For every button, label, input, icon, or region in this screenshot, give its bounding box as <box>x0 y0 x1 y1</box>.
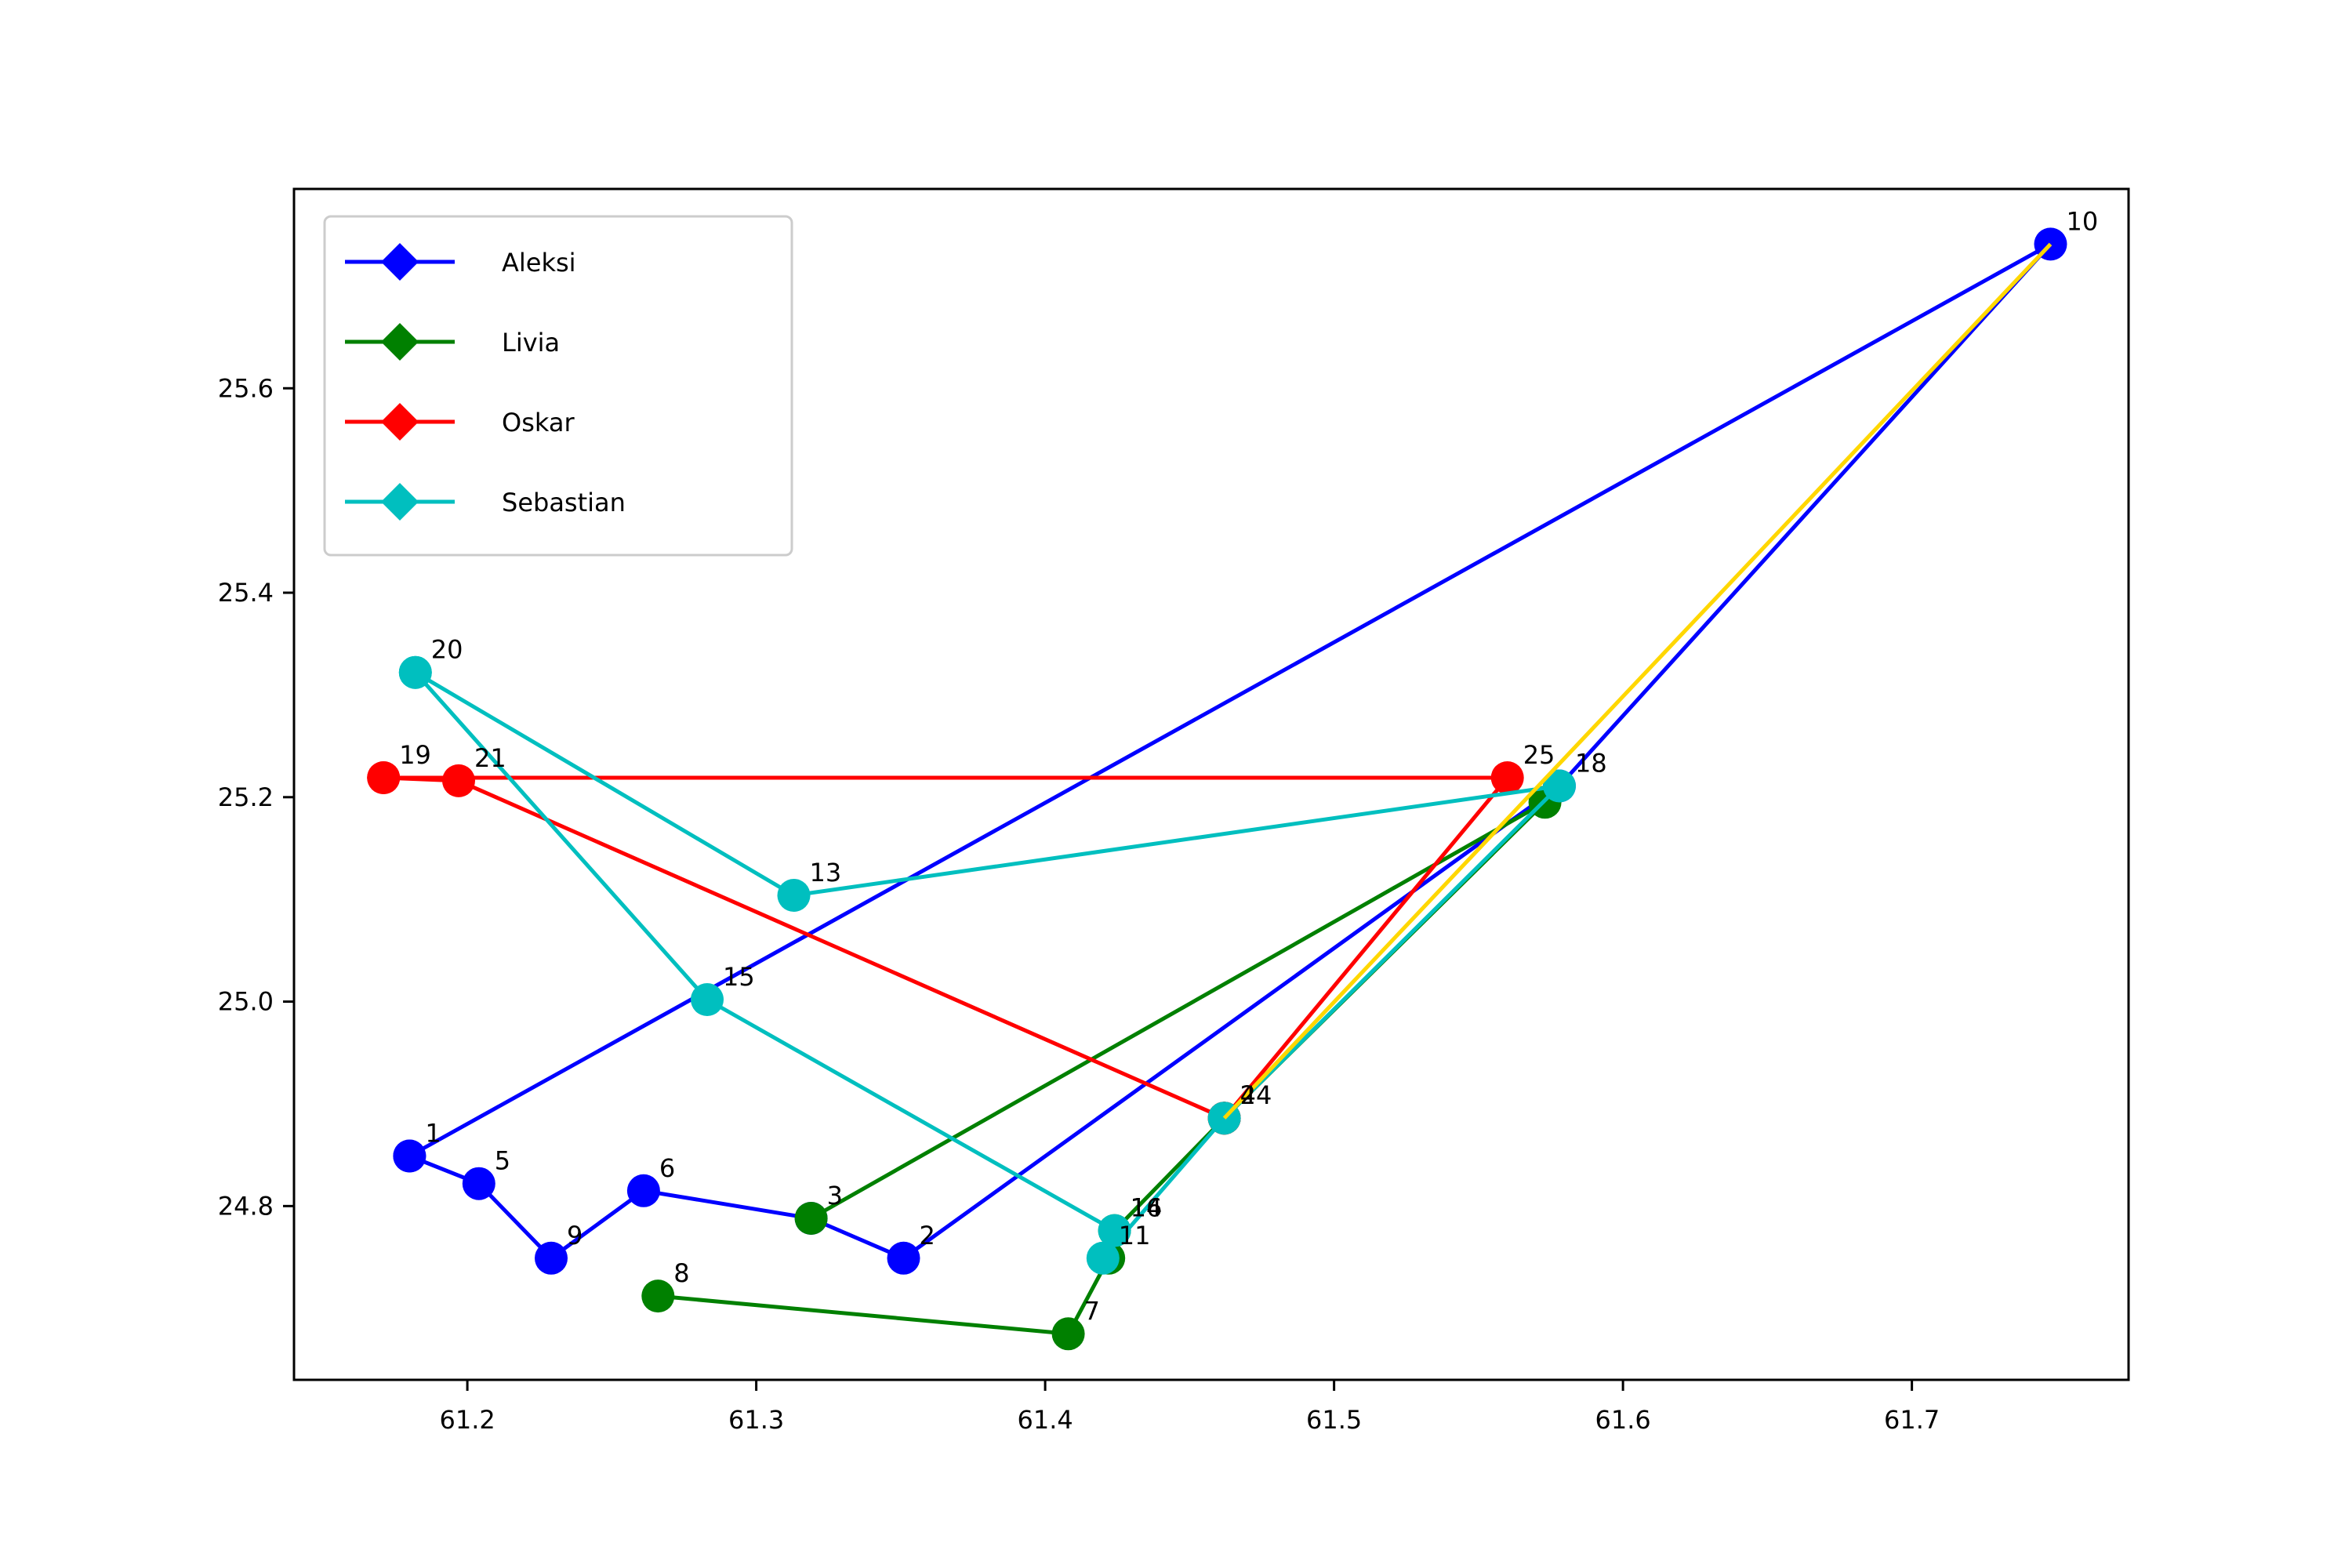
legend-diamond-marker <box>381 483 419 521</box>
point-label: 24 <box>1240 1080 1272 1110</box>
data-point <box>626 1174 660 1207</box>
x-tick-label: 61.6 <box>1595 1405 1650 1435</box>
data-point <box>393 1139 426 1173</box>
data-point <box>641 1279 675 1313</box>
point-label: 9 <box>567 1221 583 1250</box>
point-label: 6 <box>659 1153 675 1183</box>
x-tick-label: 61.4 <box>1017 1405 1073 1435</box>
data-point <box>887 1241 920 1275</box>
y-tick-label: 24.8 <box>218 1191 274 1221</box>
y-tick-label: 25.2 <box>218 782 274 812</box>
data-point <box>535 1241 568 1275</box>
x-tick-label: 61.5 <box>1306 1405 1362 1435</box>
data-point <box>794 1202 828 1235</box>
point-label: 11 <box>1119 1221 1151 1250</box>
legend-diamond-marker <box>381 243 419 281</box>
series-layer <box>367 227 2067 1351</box>
legend-entry-oskar: Oskar <box>345 403 575 441</box>
data-point <box>1490 761 1524 794</box>
point-label: 15 <box>723 962 755 992</box>
legend: Aleksi Livia Oskar Sebastian <box>323 215 793 557</box>
data-point <box>777 879 811 912</box>
point-label: 5 <box>495 1146 510 1176</box>
legend-entry-aleksi: Aleksi <box>345 243 576 281</box>
y-tick-label: 25.4 <box>218 578 274 608</box>
data-point <box>691 983 724 1016</box>
point-label: 18 <box>1575 749 1607 779</box>
legend-label: Aleksi <box>502 248 576 278</box>
point-label: 14 <box>1131 1193 1163 1223</box>
point-label: 2 <box>920 1221 935 1250</box>
data-point <box>1543 769 1576 803</box>
y-tick-label: 25.0 <box>218 987 274 1017</box>
y-tick-label: 25.6 <box>218 373 274 403</box>
x-tick-label: 61.2 <box>439 1405 495 1435</box>
point-label: 21 <box>474 743 506 773</box>
plot-frame <box>292 187 2130 1381</box>
data-point <box>367 761 401 794</box>
legend-label: Livia <box>502 328 560 358</box>
x-tick-label: 61.7 <box>1884 1405 1940 1435</box>
point-label: 13 <box>810 858 842 887</box>
point-label: 19 <box>399 740 431 770</box>
point-label: 3 <box>827 1181 843 1210</box>
data-point <box>1086 1241 1120 1275</box>
legend-label: Oskar <box>502 408 575 437</box>
legend-diamond-marker <box>381 323 419 361</box>
y-axis: 24.8 25.0 25.2 25.4 25.6 <box>218 373 294 1221</box>
point-label: 20 <box>431 635 463 665</box>
point-label: 1 <box>425 1119 441 1149</box>
legend-box <box>323 215 793 557</box>
point-label: 7 <box>1084 1296 1100 1326</box>
data-point <box>1051 1317 1085 1351</box>
point-label: 8 <box>673 1258 689 1288</box>
x-tick-label: 61.3 <box>728 1405 784 1435</box>
legend-label: Sebastian <box>502 488 626 517</box>
extra-line-segment <box>1222 242 2053 1120</box>
legend-entry-sebastian: Sebastian <box>345 483 626 521</box>
data-point <box>1098 1214 1131 1247</box>
data-point <box>442 764 475 797</box>
data-point <box>462 1167 495 1200</box>
series-line-sebastian <box>413 670 1562 1261</box>
data-point <box>398 655 432 689</box>
x-axis: 61.2 61.3 61.4 61.5 61.6 61.7 <box>439 1380 1940 1435</box>
legend-entry-livia: Livia <box>345 323 560 361</box>
series-sebastian <box>398 655 1576 1275</box>
point-label: 16 <box>1131 1193 1163 1223</box>
point-label: 4 <box>1240 1080 1256 1110</box>
point-label: 10 <box>2067 206 2099 236</box>
point-label: 25 <box>1523 740 1555 770</box>
legend-diamond-marker <box>381 403 419 441</box>
